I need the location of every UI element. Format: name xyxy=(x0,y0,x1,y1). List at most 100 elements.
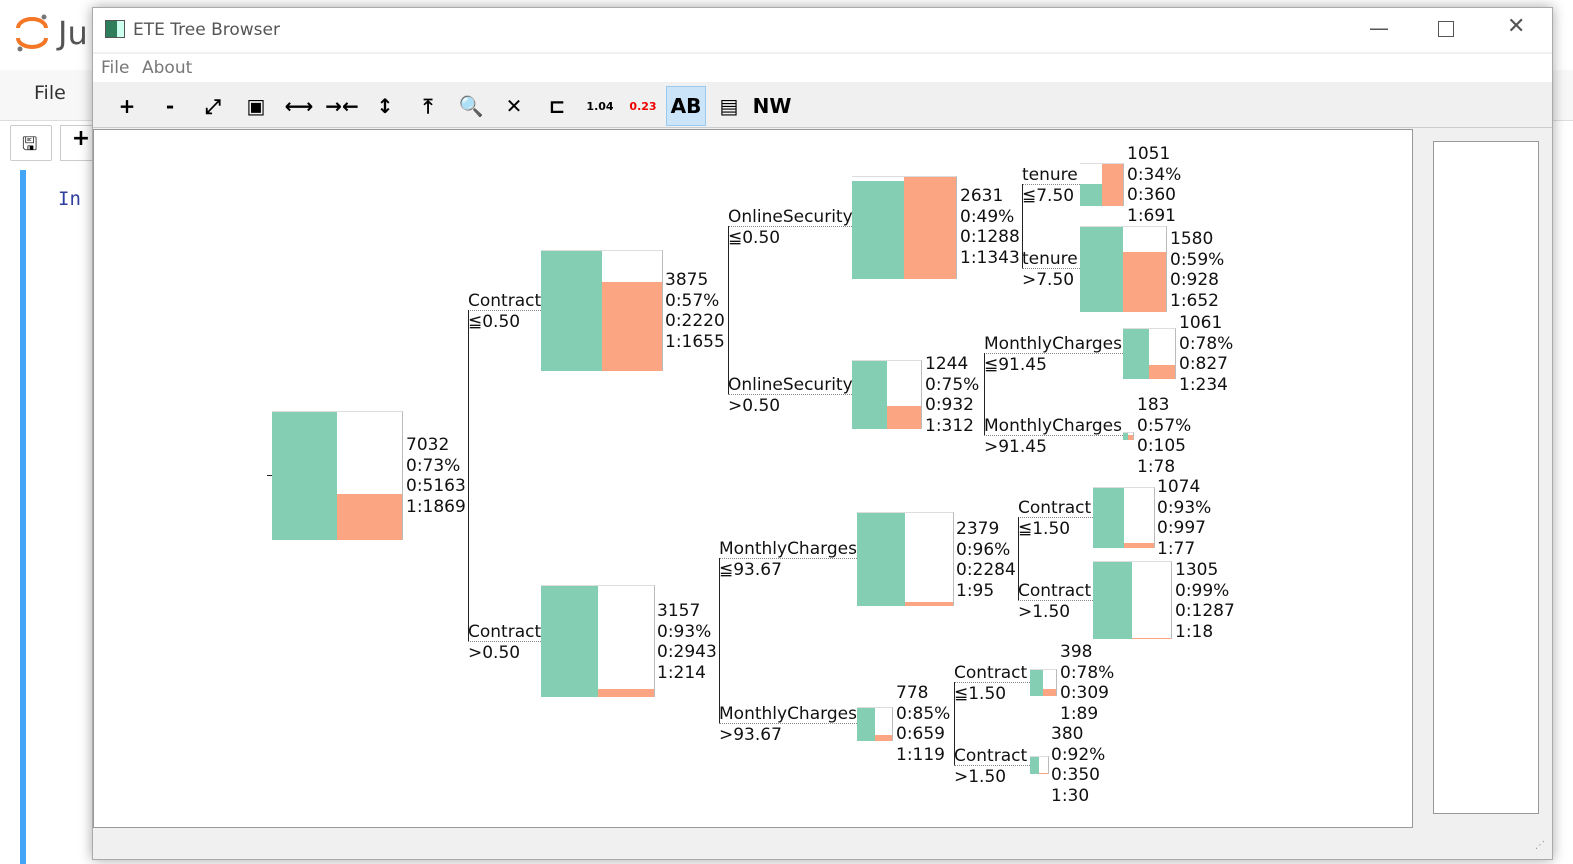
class1-bar xyxy=(601,281,662,371)
branch-line xyxy=(1018,600,1093,601)
node-stat-c1-label: 1:119 xyxy=(896,745,945,766)
clear-search-button[interactable]: ✕ xyxy=(494,86,534,126)
resize-grip-icon[interactable]: ⋰ xyxy=(1535,840,1545,851)
node-stat-pct: 0:85% xyxy=(896,703,951,724)
node-box[interactable] xyxy=(1080,163,1124,206)
node-stat-c0-label: 0:997 xyxy=(1157,518,1206,539)
branch-connector xyxy=(954,682,955,765)
class1-bar xyxy=(1149,364,1175,379)
class0-bar xyxy=(857,708,875,741)
class0-bar xyxy=(852,361,887,429)
node-stat-n: 1244 xyxy=(925,354,969,374)
node-stat-pct: 0:75% xyxy=(925,374,980,395)
node-box[interactable] xyxy=(1093,487,1155,548)
node-split-feature: Contract xyxy=(954,746,1028,766)
branch-support-icon: 0.23 xyxy=(629,99,657,113)
tree-canvas[interactable]: 7032 0:73% 0:5163 1:1869 3875 0:57% 0:2220 1:16… xyxy=(93,129,1413,828)
class1-bar xyxy=(874,735,892,741)
class0-bar xyxy=(1080,184,1102,206)
side-panel xyxy=(1433,141,1539,814)
zoom-out-button[interactable]: - xyxy=(150,86,190,126)
node-box[interactable] xyxy=(1030,756,1049,774)
node-stat-c1-label: 1:1343 xyxy=(960,248,1020,269)
node-stat-c1-label: 1:1655 xyxy=(665,332,725,353)
branch-line xyxy=(1018,517,1093,518)
node-box[interactable] xyxy=(541,585,655,697)
class1-bar xyxy=(1128,434,1133,440)
node-box[interactable] xyxy=(272,411,403,540)
class0-bar xyxy=(1030,670,1043,696)
node-split-condition: ≦7.50 xyxy=(1022,185,1075,206)
node-stat-pct: 0:92% xyxy=(1051,744,1106,765)
node-box[interactable] xyxy=(1030,669,1057,696)
expand-y-button[interactable]: ↕ xyxy=(365,86,405,126)
node-stat-n: 1074 xyxy=(1157,477,1201,497)
node-box[interactable] xyxy=(1123,328,1176,379)
node-box[interactable] xyxy=(1093,561,1172,639)
zoom-in-button[interactable]: + xyxy=(107,86,147,126)
class0-bar xyxy=(541,251,602,371)
node-split-feature: Contract xyxy=(1018,498,1092,518)
class0-bar xyxy=(1123,433,1128,440)
shrink-x-button[interactable]: →← xyxy=(322,86,362,126)
node-stat-pct: 0:96% xyxy=(956,539,1011,560)
fit-screen-icon: ⤢ xyxy=(205,94,221,118)
fit-screen-button[interactable]: ⤢ xyxy=(193,86,233,126)
node-stat-c1-label: 1:18 xyxy=(1175,622,1214,643)
node-box[interactable] xyxy=(857,707,893,741)
node-stat-c0-label: 0:105 xyxy=(1137,436,1186,457)
branch-line xyxy=(719,723,857,724)
node-split-condition: >1.50 xyxy=(954,766,1007,787)
menu-file[interactable]: File xyxy=(101,58,130,78)
jupyter-menu-file[interactable]: File xyxy=(34,82,66,104)
close-button[interactable]: ✕ xyxy=(1507,14,1526,39)
node-stat-c1-label: 1:95 xyxy=(956,581,995,602)
node-box[interactable] xyxy=(1080,226,1167,312)
node-box[interactable] xyxy=(541,250,663,371)
node-split-condition: ≦1.50 xyxy=(954,683,1007,704)
zoom-in-icon: + xyxy=(118,94,136,118)
expand-x-button[interactable]: ⟷ xyxy=(279,86,319,126)
expand-y-icon: ↕ xyxy=(376,94,394,118)
tree-layout-button[interactable]: ⊏ xyxy=(537,86,577,126)
node-box[interactable] xyxy=(1123,432,1134,440)
menu-about[interactable]: About xyxy=(142,58,193,78)
node-split-feature: OnlineSecurity xyxy=(728,207,853,227)
node-stat-c0-label: 0:928 xyxy=(1170,270,1219,291)
title-bar: ETE Tree Browser — ✕ xyxy=(93,8,1552,52)
node-split-feature: MonthlyCharges xyxy=(984,334,1122,354)
export-pdf-button[interactable]: ▤ xyxy=(709,86,749,126)
node-stat-pct: 0:78% xyxy=(1179,333,1234,354)
shrink-x-icon: →← xyxy=(325,94,359,118)
minimize-button[interactable]: — xyxy=(1369,16,1389,40)
node-split-condition: ≦1.50 xyxy=(1018,518,1071,539)
save-button[interactable]: 🖫 xyxy=(10,125,52,161)
shrink-y-button[interactable]: ⤒ xyxy=(408,86,448,126)
newick-button[interactable]: NW xyxy=(752,86,792,126)
maximize-button[interactable] xyxy=(1438,21,1454,37)
class0-bar xyxy=(1030,757,1039,774)
node-box[interactable] xyxy=(852,176,957,279)
class0-bar xyxy=(852,181,904,279)
class0-bar xyxy=(1093,562,1132,639)
node-split-feature: Contract xyxy=(468,622,542,642)
node-stat-n: 1061 xyxy=(1179,313,1223,333)
node-split-condition: ≦0.50 xyxy=(468,311,521,332)
branch-length-button[interactable]: 1.04 xyxy=(580,86,620,126)
node-stat-n: 2379 xyxy=(956,519,1000,539)
toolbar: + - ⤢ ▣ ⟷ →← ↕ ⤒ 🔍 ✕ ⊏ 1.04 0.23 AB ▤ NW xyxy=(93,83,1552,128)
branch-line xyxy=(719,558,857,559)
node-box[interactable] xyxy=(852,360,922,429)
node-box[interactable] xyxy=(857,512,954,606)
branch-support-button[interactable]: 0.23 xyxy=(623,86,663,126)
node-stat-c1-label: 1:214 xyxy=(657,663,706,684)
search-node-button[interactable]: 🔍 xyxy=(451,86,491,126)
class1-bar xyxy=(904,177,956,279)
branch-line xyxy=(728,226,852,227)
fit-tree-button[interactable]: ▣ xyxy=(236,86,276,126)
leaf-names-button[interactable]: AB xyxy=(666,86,706,126)
branch-connector xyxy=(1022,184,1023,268)
node-stat-c1-label: 1:78 xyxy=(1137,457,1176,478)
node-stat-n: 1580 xyxy=(1170,229,1214,249)
node-stat-c1-label: 1:652 xyxy=(1170,291,1219,312)
